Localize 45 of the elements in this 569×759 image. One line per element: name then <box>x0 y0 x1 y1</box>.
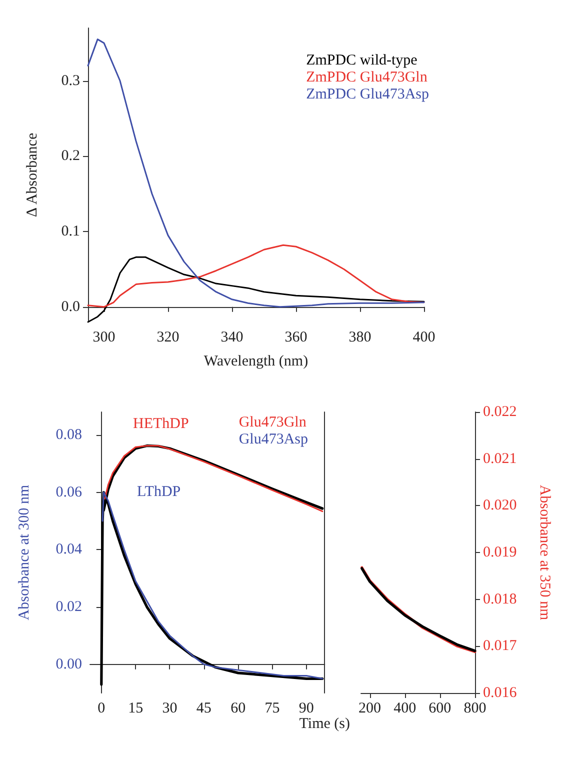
y2-tick-label: 0.020 <box>483 498 517 514</box>
x-tick-label: 340 <box>220 330 244 346</box>
y-tick-label: 0.08 <box>56 426 82 443</box>
y-tick-label: 0.0 <box>61 298 80 315</box>
text: ZmPDC wild-type <box>306 52 418 68</box>
text: ZmPDC Glu473Gln <box>306 70 428 86</box>
y-tick-label: 0.06 <box>56 484 82 500</box>
x-tick-label: 45 <box>196 700 212 716</box>
x-tick-label: 200 <box>358 700 382 716</box>
y-tick-label: 0.04 <box>56 542 82 558</box>
y-tick-label: 0.1 <box>61 224 80 240</box>
x-tick-label: 400 <box>394 700 416 716</box>
x-tick-label: 320 <box>156 330 180 346</box>
annotation: HEThDP <box>133 416 189 432</box>
y2-tick-label: 0.019 <box>483 544 517 560</box>
x-tick-label: 360 <box>284 330 308 346</box>
text: ZmPDC Glu473Asp <box>306 86 430 102</box>
x-tick-label: 75 <box>264 700 280 716</box>
x-tick-label: 60 <box>230 700 246 716</box>
y2-axis-title: Absorbance at 350 nm <box>536 484 552 621</box>
text: Glu473Asp <box>238 432 308 448</box>
x-tick-label: 300 <box>92 330 116 346</box>
y-tick-label: 0.02 <box>56 598 82 615</box>
y2-tick-label: 0.016 <box>483 685 518 701</box>
y2-tick-label: 0.017 <box>483 638 518 654</box>
x-tick-label: 380 <box>348 330 372 346</box>
x-tick-label: 30 <box>162 700 178 716</box>
x-axis-title: Time (s) <box>299 716 350 732</box>
x-tick-label: 0 <box>98 700 106 716</box>
y2-tick-label: 0.022 <box>483 404 517 420</box>
x-tick-label: 400 <box>412 330 436 346</box>
x-axis-title: Wavelength (nm) <box>204 354 308 370</box>
x-tick-label: 600 <box>428 700 452 716</box>
y-axis-title: Δ Absorbance <box>24 132 40 218</box>
y-tick-label: 0.3 <box>61 72 80 89</box>
y2-tick-label: 0.018 <box>483 591 517 608</box>
x-tick-label: 800 <box>464 700 486 716</box>
y2-tick-label: 0.021 <box>483 450 517 467</box>
annotation: LThDP <box>137 484 181 500</box>
x-tick-label: 15 <box>128 700 144 716</box>
text: Glu473Gln <box>238 414 307 430</box>
y-axis-title: Absorbance at 300 nm <box>16 484 32 620</box>
x-tick-label: 90 <box>298 700 314 716</box>
y-tick-label: 0.00 <box>56 656 82 672</box>
y-tick-label: 0.2 <box>61 148 80 164</box>
